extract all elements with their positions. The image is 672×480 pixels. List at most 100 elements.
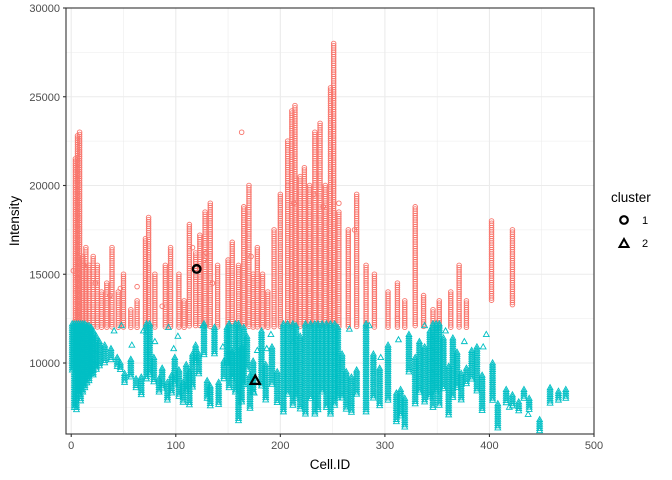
data-layer <box>68 40 570 434</box>
data-point <box>76 396 85 404</box>
data-point <box>488 295 495 301</box>
data-point <box>134 324 140 331</box>
data-point <box>488 297 495 303</box>
data-point <box>104 324 110 330</box>
data-point <box>201 257 207 263</box>
data-point <box>320 204 326 210</box>
data-point <box>345 323 352 330</box>
data-point <box>79 388 87 395</box>
data-point <box>159 303 165 309</box>
data-point <box>265 324 271 330</box>
data-point <box>254 324 261 330</box>
data-point <box>101 358 109 366</box>
data-point <box>134 283 140 290</box>
data-point <box>311 191 317 198</box>
data-point <box>132 383 140 391</box>
data-point <box>109 324 115 330</box>
data-point <box>448 322 454 328</box>
data-point <box>412 320 418 327</box>
data-point <box>134 322 140 328</box>
data-point <box>163 393 172 401</box>
data-point <box>248 253 254 260</box>
data-point <box>98 324 105 330</box>
data-point <box>109 321 115 328</box>
data-point <box>186 323 193 329</box>
data-point <box>238 129 245 135</box>
data-point <box>150 377 158 385</box>
data-point <box>120 324 127 330</box>
data-point <box>203 250 209 256</box>
data-point <box>89 370 97 378</box>
data-point <box>176 324 182 330</box>
data-point <box>85 374 93 381</box>
data-point <box>152 324 158 330</box>
data-point <box>107 292 113 299</box>
data-point <box>128 322 134 328</box>
data-point <box>336 200 342 206</box>
data-point <box>353 321 360 327</box>
data-point <box>120 376 129 383</box>
data-point <box>371 322 378 328</box>
data-point <box>214 322 221 328</box>
data-point <box>127 372 135 380</box>
data-point <box>158 381 166 389</box>
data-point <box>150 375 158 383</box>
data-point <box>142 374 151 382</box>
data-point <box>81 383 89 391</box>
data-point <box>116 365 125 372</box>
data-point <box>394 324 401 330</box>
data-point <box>189 244 196 251</box>
data-point <box>456 322 462 328</box>
data-point <box>402 322 408 328</box>
data-point <box>92 280 99 286</box>
data-point <box>76 394 85 402</box>
data-point <box>95 361 104 369</box>
data-point <box>181 322 187 328</box>
data-point <box>120 378 129 385</box>
data-point <box>116 363 125 370</box>
data-point <box>254 321 261 328</box>
data-point <box>162 322 169 328</box>
data-point <box>385 324 391 330</box>
data-point <box>509 299 516 306</box>
data-point <box>137 390 145 398</box>
data-point <box>155 388 163 395</box>
data-point <box>163 396 172 403</box>
data-point <box>101 356 109 364</box>
data-point <box>271 323 277 330</box>
data-point <box>345 321 352 328</box>
data-point <box>394 315 401 322</box>
data-point <box>72 405 81 413</box>
data-point <box>448 324 454 330</box>
series-2 <box>68 319 570 434</box>
data-point <box>98 322 105 328</box>
data-point <box>85 376 93 384</box>
data-point <box>207 321 214 328</box>
data-point <box>167 388 176 396</box>
data-point <box>107 355 115 363</box>
data-point <box>176 322 182 328</box>
data-point <box>104 322 110 328</box>
data-point <box>132 381 140 388</box>
data-point <box>394 322 401 328</box>
data-point <box>456 324 462 330</box>
data-point <box>128 324 134 331</box>
data-point <box>89 368 97 376</box>
data-point <box>81 262 87 269</box>
data-point <box>259 322 266 328</box>
data-point <box>92 365 100 372</box>
data-point <box>385 322 391 328</box>
data-point <box>127 370 135 378</box>
data-point <box>265 322 271 328</box>
data-point <box>186 320 193 327</box>
data-point <box>152 322 158 328</box>
cluster-1-centroid <box>191 263 202 274</box>
data-point <box>74 275 81 281</box>
data-point <box>158 384 166 391</box>
data-point <box>209 280 216 286</box>
data-point <box>351 227 358 233</box>
data-point <box>167 386 176 394</box>
data-point <box>72 403 81 410</box>
data-point <box>107 353 115 360</box>
